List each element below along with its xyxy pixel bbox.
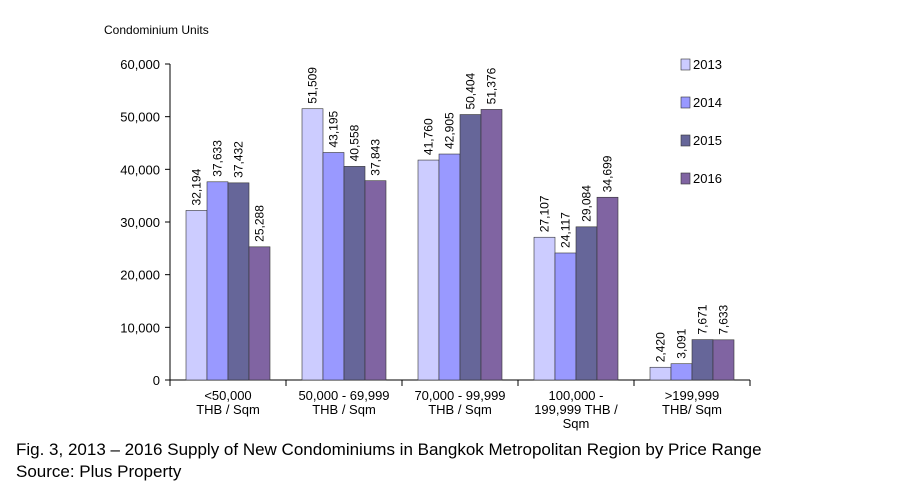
bar-value-label: 37,843	[369, 139, 383, 176]
bar-2014	[670, 363, 693, 381]
bar-value-label: 41,760	[422, 118, 436, 155]
legend-swatch-2015	[680, 134, 691, 147]
legend-label: 2014	[693, 95, 722, 110]
bar-value-label: 27,107	[538, 195, 552, 232]
bar-value-label: 25,288	[253, 205, 267, 242]
y-tick-label: 40,000	[120, 162, 160, 177]
x-category-label: THB / Sqm	[312, 402, 376, 417]
y-tick-label: 60,000	[120, 57, 160, 72]
y-tick-label: 50,000	[120, 110, 160, 125]
bar-2013	[649, 366, 672, 381]
x-category-label: >199,999	[665, 388, 720, 403]
bar-2015	[459, 114, 482, 381]
legend-swatch-2013	[680, 58, 691, 71]
bar-2015	[343, 166, 366, 381]
x-category-label: 100,000 -	[549, 388, 604, 403]
legend-label: 2015	[693, 133, 722, 148]
bar-value-label: 7,671	[696, 304, 710, 334]
x-category-label: 199,999 THB /	[534, 402, 618, 417]
bar-2016	[364, 180, 387, 381]
figure-caption: Fig. 3, 2013 – 2016 Supply of New Condom…	[16, 440, 762, 459]
y-tick-label: 20,000	[120, 268, 160, 283]
bar-value-label: 24,117	[559, 212, 573, 248]
bar-value-label: 37,432	[232, 141, 246, 178]
y-tick-label: 10,000	[120, 320, 160, 335]
bar-2015	[691, 339, 714, 381]
legend-label: 2016	[693, 171, 722, 186]
bar-value-label: 37,633	[211, 140, 225, 177]
bar-value-label: 50,404	[464, 73, 478, 110]
x-category-label: THB/ Sqm	[662, 402, 722, 417]
bar-value-label: 43,195	[327, 110, 341, 147]
bar-value-label: 2,420	[654, 332, 668, 362]
bar-2015	[575, 226, 598, 381]
bar-2014	[322, 152, 345, 381]
bar-value-label: 3,091	[675, 328, 689, 358]
bar-2016	[596, 196, 619, 381]
bar-2016	[480, 109, 503, 381]
bar-2016	[712, 339, 735, 381]
legend-label: 2013	[693, 57, 722, 72]
bar-value-label: 51,509	[306, 67, 320, 104]
bar-2013	[417, 159, 440, 381]
bar-2013	[301, 108, 324, 381]
bar-2013	[185, 210, 208, 381]
bar-value-label: 51,376	[485, 67, 499, 104]
x-category-label: <50,000	[204, 388, 251, 403]
bar-value-label: 34,699	[601, 155, 615, 192]
bar-value-label: 7,633	[717, 304, 731, 334]
bar-chart: Condominium Units 0 10,000 20,000 30,000 40,0…	[104, 23, 751, 431]
bar-2016	[248, 246, 271, 381]
x-category-label: 70,000 - 99,999	[414, 388, 505, 403]
legend-swatch-2016	[680, 172, 691, 185]
bar-value-label: 32,194	[190, 168, 204, 205]
x-category-label: THB / Sqm	[196, 402, 260, 417]
bar-value-label: 42,905	[443, 112, 457, 149]
bar-2014	[206, 181, 229, 381]
bar-2013	[533, 236, 556, 381]
bar-value-label: 29,084	[580, 185, 594, 222]
bar-2015	[227, 182, 250, 381]
bar-2014	[438, 153, 461, 381]
x-category-label: THB / Sqm	[428, 402, 492, 417]
legend-swatch-2014	[680, 96, 691, 109]
x-category-label: 50,000 - 69,999	[298, 388, 389, 403]
figure-source: Source: Plus Property	[16, 462, 182, 481]
bar-2014	[554, 252, 577, 381]
bar-value-label: 40,558	[348, 124, 362, 161]
x-category-label: Sqm	[563, 416, 590, 431]
y-axis-title: Condominium Units	[104, 23, 209, 37]
y-tick-label: 0	[153, 373, 160, 388]
y-tick-label: 30,000	[120, 215, 160, 230]
